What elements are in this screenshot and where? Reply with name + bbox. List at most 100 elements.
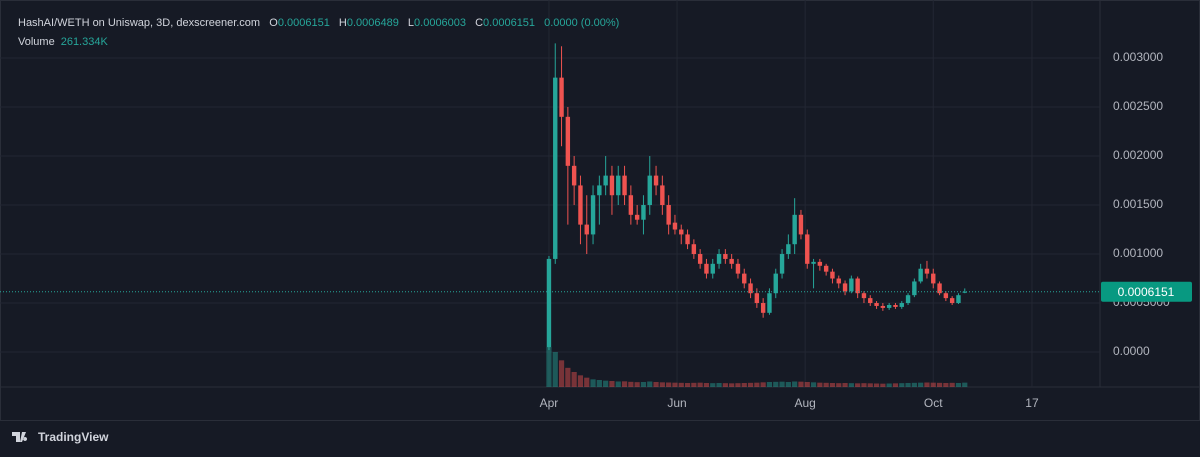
change: 0.0000 (0.00%): [544, 17, 620, 29]
y-tick-label: 0.001500: [1113, 197, 1163, 211]
volume-bar: [855, 383, 861, 387]
x-tick-label: Aug: [794, 396, 815, 410]
candle-body: [912, 281, 917, 296]
candle-body: [565, 116, 571, 166]
volume-bar: [892, 383, 899, 387]
candle-body: [590, 195, 596, 235]
ohlc-value: 0.0006151: [277, 17, 330, 29]
volume-bar: [955, 383, 962, 387]
candle-body: [811, 261, 816, 264]
volume-bar: [546, 347, 552, 387]
candle-body: [792, 214, 797, 245]
candle-body: [653, 175, 659, 186]
candle-body: [628, 195, 634, 215]
candle-body: [622, 175, 627, 196]
candle-body: [868, 298, 873, 304]
x-tick-label: Oct: [924, 396, 943, 410]
candle-body: [584, 224, 589, 235]
volume-bar: [672, 382, 678, 387]
volume-bar: [905, 383, 911, 387]
last-price-box: [1101, 281, 1192, 302]
volume-bar: [710, 383, 716, 387]
candle-body: [559, 77, 564, 117]
candle-body: [931, 273, 936, 284]
volume-bar: [880, 383, 886, 387]
candle-body: [880, 305, 886, 308]
candle-body: [616, 175, 621, 196]
volume-bar: [962, 382, 968, 387]
volume-bar: [596, 380, 602, 387]
volume-bar: [741, 383, 747, 387]
candle-body: [597, 185, 602, 196]
volume-bar: [653, 382, 659, 387]
y-tick-label: 0.002000: [1113, 148, 1163, 162]
candle-body: [660, 185, 665, 206]
volume-bar: [918, 382, 924, 387]
candle-body: [697, 254, 703, 264]
candle-body: [546, 258, 552, 348]
volume-bar: [558, 360, 565, 387]
symbol-title: HashAI/WETH on Uniswap, 3D, dexscreener.…: [18, 17, 261, 29]
volume-bar: [678, 382, 684, 387]
volume-bar: [867, 383, 873, 387]
ohlc-label: L: [407, 17, 415, 29]
volume-bar: [911, 382, 917, 387]
candle-body: [779, 254, 785, 274]
candle-body: [817, 261, 823, 266]
candle-body: [754, 293, 760, 304]
volume-bar: [760, 382, 766, 387]
candle-body: [691, 244, 697, 255]
candle-body: [830, 271, 835, 279]
candle-body: [716, 254, 722, 264]
candle-body: [641, 205, 646, 220]
volume-bar: [552, 352, 558, 387]
candle-body: [943, 293, 949, 299]
candle-body: [861, 293, 867, 299]
ohlc-label: H: [338, 17, 347, 29]
ohlc-label: C: [475, 17, 484, 29]
candle-body: [723, 254, 728, 259]
volume-bar: [716, 383, 722, 387]
volume-bar: [729, 383, 735, 387]
candle-body: [672, 222, 678, 230]
branding[interactable]: TradingView: [12, 430, 108, 444]
candle-body: [886, 304, 892, 308]
y-tick-label: 0.001000: [1113, 246, 1163, 260]
candle-body: [855, 278, 860, 294]
volume-bar: [886, 383, 892, 387]
candle-body: [704, 263, 709, 274]
volume-bar: [861, 383, 867, 387]
volume-bar: [747, 382, 754, 387]
candle-body: [666, 205, 671, 225]
candle-body: [634, 214, 640, 220]
candle-body: [609, 175, 615, 196]
volume-bar: [615, 381, 621, 387]
volume-bar: [785, 382, 791, 387]
candle-body: [578, 185, 583, 225]
y-tick-label: 0.002500: [1113, 99, 1163, 113]
candle-body: [647, 175, 652, 206]
ohlc-value: 0.0006489: [346, 17, 399, 29]
volume-bar: [609, 381, 615, 387]
candle-body: [805, 234, 810, 264]
candle-body: [823, 265, 829, 272]
volume-bar: [924, 382, 930, 387]
volume-bar: [873, 383, 880, 387]
x-tick-label: Jun: [667, 396, 686, 410]
volume-bar: [842, 383, 848, 387]
volume-bar: [722, 383, 728, 387]
candle-body: [956, 295, 961, 304]
volume-bar: [804, 382, 810, 387]
candle-body: [905, 295, 911, 304]
volume-bar: [949, 382, 955, 387]
volume-bar: [697, 382, 703, 387]
volume-bar: [823, 382, 829, 387]
candle-body: [748, 283, 753, 294]
candle-body: [842, 283, 848, 292]
volume-bar: [943, 383, 949, 387]
candle-body: [603, 175, 608, 186]
candle-body: [836, 278, 841, 284]
candle-body: [773, 273, 778, 294]
candle-body: [767, 293, 772, 313]
volume-bar: [590, 379, 596, 387]
